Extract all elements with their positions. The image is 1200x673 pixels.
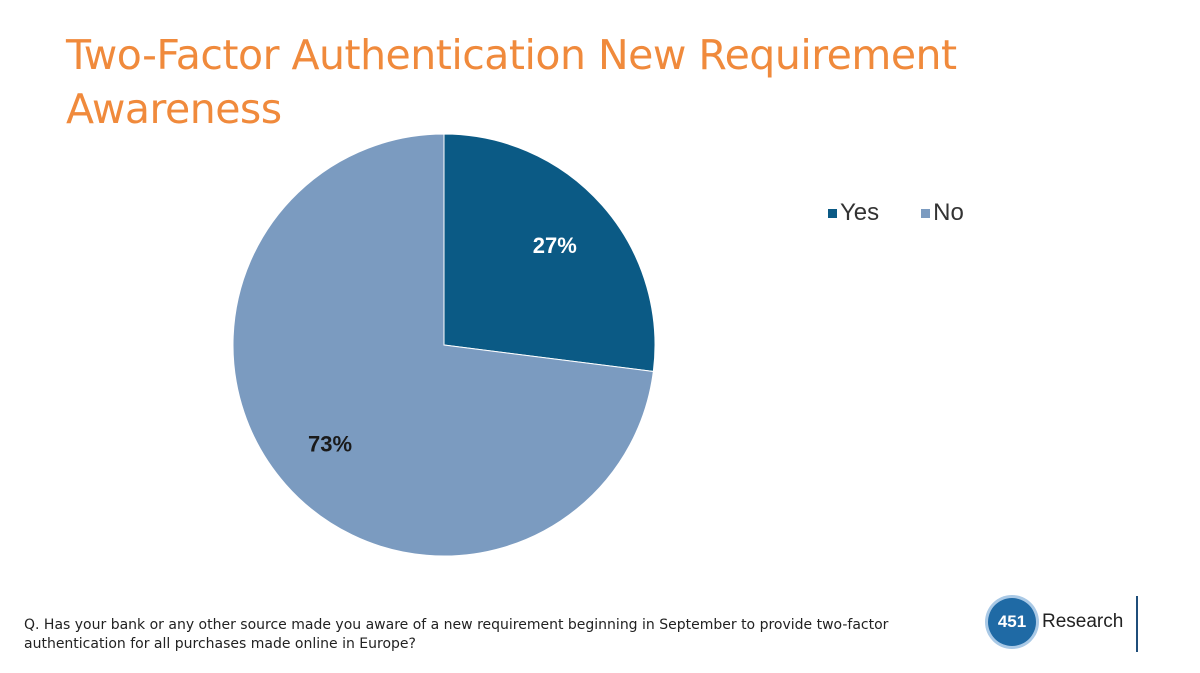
- legend-label-yes: Yes: [840, 199, 880, 226]
- logo-divider: [1136, 596, 1138, 652]
- pie-label-yes: 27%: [533, 233, 577, 258]
- legend-item-no: No: [921, 199, 964, 227]
- 451-research-logo: 451 Research: [988, 598, 1123, 646]
- logo-text: Research: [1042, 611, 1124, 632]
- logo-circle-icon: 451: [988, 598, 1036, 646]
- legend-swatch-yes: [828, 208, 837, 218]
- legend-label-no: No: [933, 199, 964, 226]
- legend-swatch-no: [921, 208, 931, 218]
- pie-label-no: 73%: [308, 431, 352, 456]
- page-title: Two-Factor Authentication New Requiremen…: [66, 31, 957, 133]
- legend-item-yes: Yes: [828, 199, 879, 227]
- pie-slice-no: [232, 133, 654, 557]
- chart-legend: Yes No: [828, 199, 964, 227]
- pie-slice-yes: [443, 133, 656, 373]
- survey-question-footnote: Q. Has your bank or any other source mad…: [24, 617, 889, 652]
